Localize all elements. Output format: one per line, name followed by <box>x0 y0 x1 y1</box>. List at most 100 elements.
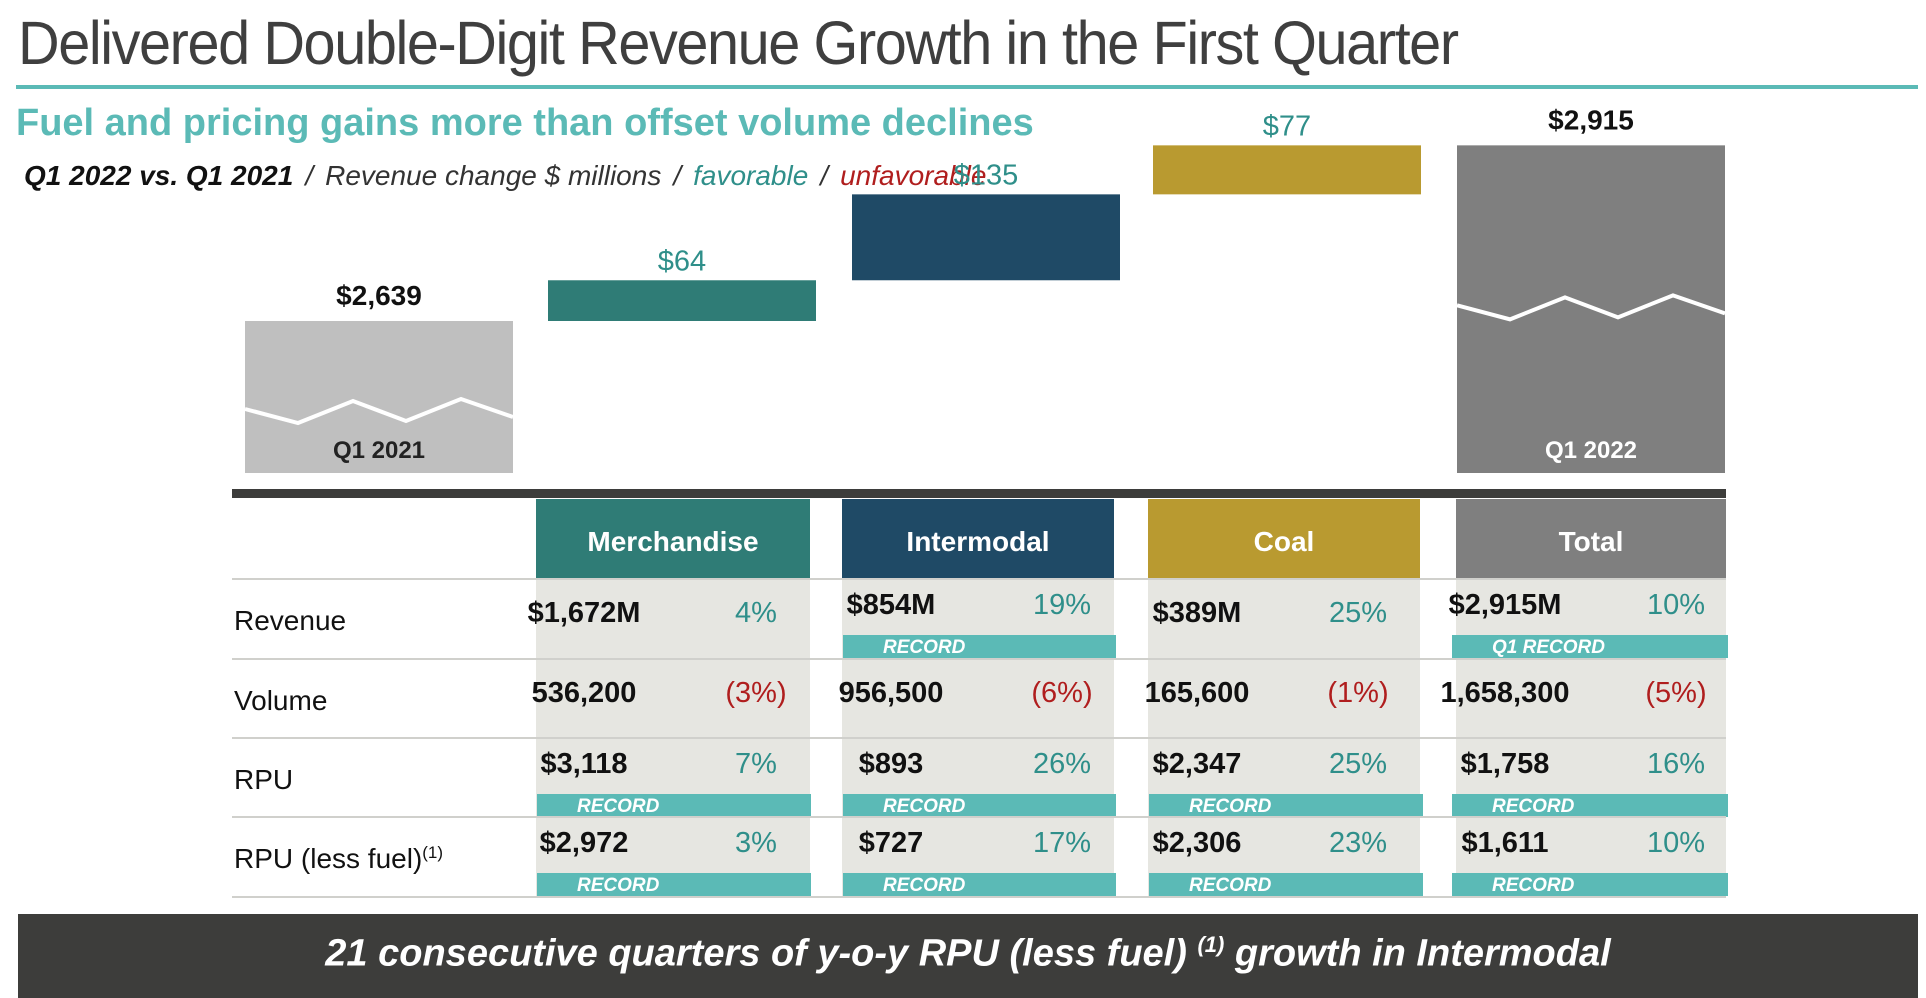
axis-break-line <box>244 396 514 426</box>
record-badge <box>1452 635 1728 658</box>
row-label-footnote: (1) <box>422 843 443 862</box>
record-badge-label: RECORD <box>577 875 660 896</box>
table-bottom-divider <box>232 896 1726 898</box>
column-header-label: Intermodal <box>906 526 1049 557</box>
table-top-rule <box>232 489 1726 498</box>
legend-period: Q1 2022 vs. Q1 2021 <box>24 160 294 191</box>
table-row-divider <box>232 658 1726 660</box>
record-badge <box>843 635 1116 658</box>
column-header-label: Total <box>1559 526 1624 557</box>
record-badge-label: RECORD <box>883 875 966 896</box>
table-cell-change: 3% <box>735 827 777 859</box>
waterfall-bar-label: Q1 2022 <box>1545 437 1637 464</box>
table-cell-bg <box>1148 660 1420 738</box>
table-row-label: Volume <box>234 685 327 716</box>
waterfall-bar-label: Q1 2021 <box>333 437 425 464</box>
column-header <box>1148 499 1420 578</box>
record-badge <box>1149 794 1423 817</box>
table-cell-value: $727 <box>859 827 924 859</box>
table-cell-change: 10% <box>1647 827 1705 859</box>
table-cell-value: $1,611 <box>1461 827 1548 859</box>
record-badge-label: RECORD <box>1189 875 1272 896</box>
table-cell-change: 23% <box>1329 827 1387 859</box>
page-subtitle: Fuel and pricing gains more than offset … <box>16 102 1034 144</box>
waterfall-value-label: $64 <box>658 245 706 277</box>
table-cell-value: $2,972 <box>540 827 629 859</box>
legend-measure: Revenue change $ millions <box>325 160 662 191</box>
table-cell-change: 26% <box>1033 748 1091 780</box>
table-cell-value: $3,118 <box>540 748 627 780</box>
column-header <box>536 499 810 578</box>
title-divider <box>16 85 1918 89</box>
record-badge <box>843 873 1116 896</box>
column-header <box>842 499 1114 578</box>
waterfall-delta-bar <box>1153 145 1421 195</box>
table-row-label: RPU <box>234 764 293 795</box>
record-badge <box>1149 873 1423 896</box>
table-cell-value: $893 <box>859 748 924 780</box>
footer-footnote: (1) <box>1197 932 1225 957</box>
axis-break-line <box>1456 293 1726 322</box>
record-badge <box>1452 873 1728 896</box>
legend-unfavorable: unfavorable <box>840 160 987 191</box>
table-cell-value: $854M <box>847 589 936 621</box>
waterfall-value-label: $2,915 <box>1548 104 1634 135</box>
table-cell-change: 19% <box>1033 589 1091 621</box>
table-cell-value: $1,758 <box>1461 748 1550 780</box>
footer-text-main: 21 consecutive quarters of y-o-y RPU (le… <box>325 932 1187 975</box>
table-cell-change: (5%) <box>1645 677 1706 709</box>
record-badge-label: Q1 RECORD <box>1492 637 1605 658</box>
record-badge <box>537 794 811 817</box>
table-cell-bg <box>1148 580 1420 658</box>
table-cell-bg <box>1456 660 1726 738</box>
waterfall-value-label: $2,639 <box>336 280 422 311</box>
table-cell-change: 7% <box>735 748 777 780</box>
table-row-label: Revenue <box>234 605 346 636</box>
table-cell-bg <box>842 660 1114 738</box>
record-badge <box>843 794 1116 817</box>
table-cell-change: 16% <box>1647 748 1705 780</box>
footer-banner: 21 consecutive quarters of y-o-y RPU (le… <box>18 914 1918 998</box>
column-header <box>1456 499 1726 578</box>
table-cell-change: (1%) <box>1327 677 1388 709</box>
table-cell-value: 165,600 <box>1145 677 1250 709</box>
table-cell-change: 10% <box>1647 589 1705 621</box>
record-badge-label: RECORD <box>1189 796 1272 817</box>
chart-legend: Q1 2022 vs. Q1 2021 / Revenue change $ mil… <box>24 160 986 192</box>
page-title: Delivered Double-Digit Revenue Growth in… <box>18 9 1459 77</box>
record-badge-label: RECORD <box>883 637 966 658</box>
record-badge-label: RECORD <box>577 796 660 817</box>
table-cell-change: (6%) <box>1031 677 1092 709</box>
table-row-divider <box>232 737 1726 739</box>
table-cell-value: 956,500 <box>839 677 944 709</box>
column-header-label: Merchandise <box>587 526 758 557</box>
footer-text-end: growth in Intermodal <box>1234 932 1611 975</box>
table-cell-change: 4% <box>735 597 777 629</box>
waterfall-delta-bar <box>548 280 816 321</box>
record-badge-label: RECORD <box>1492 875 1575 896</box>
waterfall-chart-and-metrics-table: Q1 2021 $2,639 $64 $135 $77 Q1 2022 $2,915 Merc… <box>232 104 1728 898</box>
table-cell-bg <box>536 660 810 738</box>
table-cell-value: $1,672M <box>528 597 641 629</box>
waterfall-value-label: $135 <box>954 159 1019 191</box>
column-header-label: Coal <box>1254 526 1315 557</box>
record-badge <box>537 873 811 896</box>
table-cell-change: 17% <box>1033 827 1091 859</box>
table-cell-value: $389M <box>1153 597 1242 629</box>
table-row-label: RPU (less fuel)(1) <box>234 843 443 874</box>
waterfall-delta-bar <box>852 194 1120 281</box>
record-badge-label: RECORD <box>883 796 966 817</box>
table-cell-change: (3%) <box>725 677 786 709</box>
table-row-divider <box>232 816 1726 818</box>
waterfall-bar <box>245 321 513 473</box>
table-cell-change: 25% <box>1329 748 1387 780</box>
table-cell-value: 536,200 <box>532 677 637 709</box>
table-cell-value: $2,306 <box>1153 827 1242 859</box>
table-cell-change: 25% <box>1329 597 1387 629</box>
record-badge-label: RECORD <box>1492 796 1575 817</box>
waterfall-value-label: $77 <box>1263 110 1311 142</box>
table-cell-value: $2,347 <box>1153 748 1242 780</box>
table-cell-value: $2,915M <box>1449 589 1562 621</box>
legend-favorable: favorable <box>693 160 809 191</box>
legend-separator: / <box>820 160 829 191</box>
